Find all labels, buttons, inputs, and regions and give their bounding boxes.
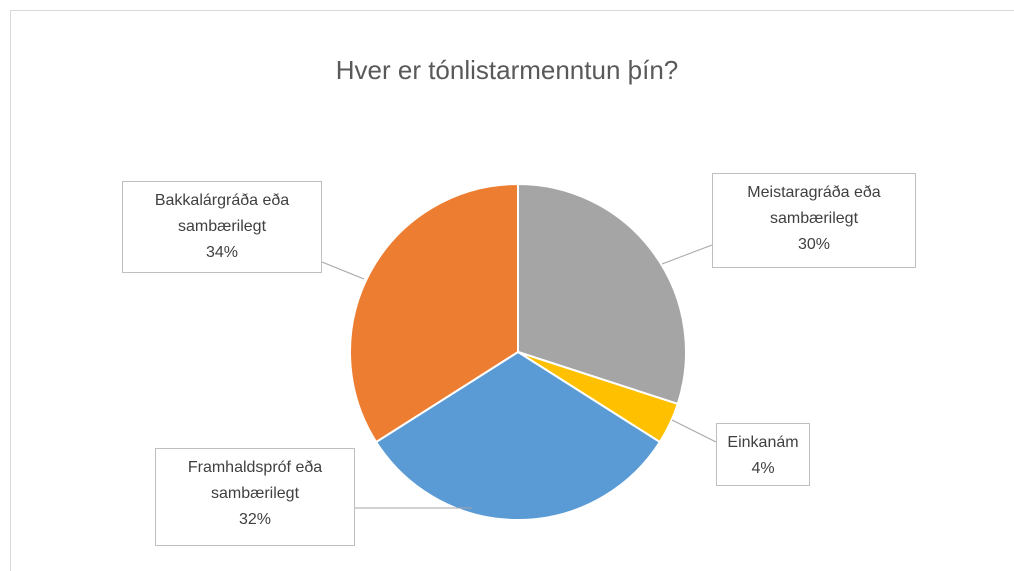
label-value: 34% <box>205 244 239 261</box>
data-label: Framhaldspróf eða sambærilegt 32% <box>155 448 355 546</box>
pie-slice <box>517 182 687 406</box>
chart-frame <box>10 10 1014 571</box>
label-value: 30% <box>797 236 831 253</box>
leader-line <box>661 244 713 265</box>
label-category: Framhaldspróf eða sambærilegt <box>187 459 323 502</box>
chart-title: Hver er tónlistarmenntun þín? <box>335 55 679 85</box>
data-label: Meistaragráða eða sambærilegt 30% <box>712 173 916 268</box>
label-category: Einkanám <box>727 434 799 451</box>
data-label: Einkanám 4% <box>716 423 810 486</box>
pie-slice <box>374 350 662 521</box>
label-category: Bakkalárgráða eða sambærilegt <box>154 192 290 235</box>
label-category: Meistaragráða eða sambærilegt <box>747 184 881 227</box>
leader-line <box>671 419 717 443</box>
data-label: Bakkalárgráða eða sambærilegt 34% <box>122 181 322 273</box>
label-value: 4% <box>751 460 775 477</box>
pie-slice <box>349 182 519 444</box>
label-value: 32% <box>238 511 272 528</box>
leader-line <box>321 261 365 280</box>
